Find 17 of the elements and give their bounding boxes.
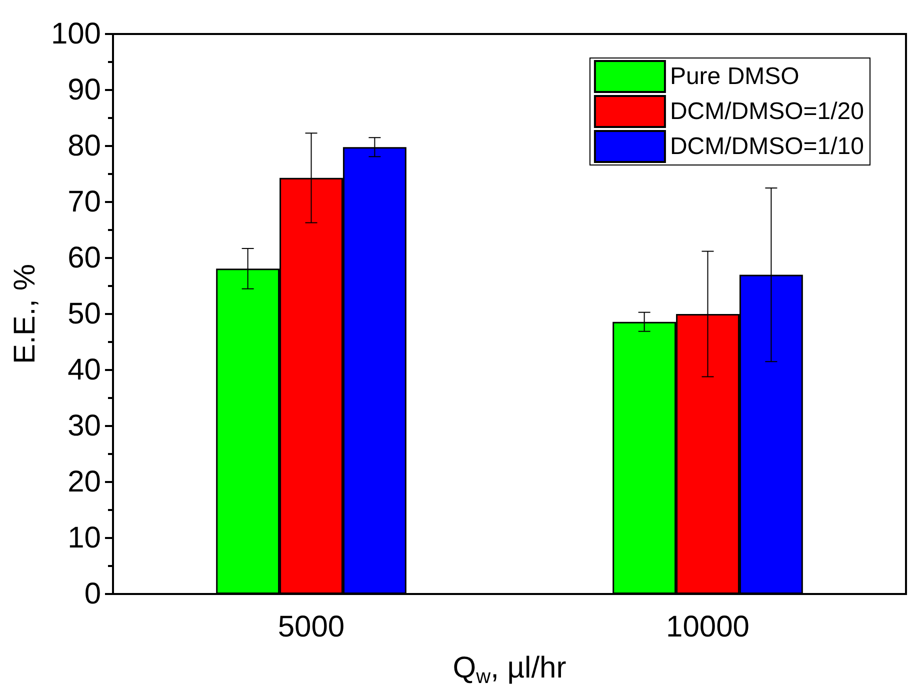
y-tick-label: 50 xyxy=(68,298,101,330)
y-tick-label: 40 xyxy=(68,354,101,386)
y-tick-label: 70 xyxy=(68,186,101,218)
y-tick-label: 20 xyxy=(68,466,101,498)
legend-label: DCM/DMSO=1/20 xyxy=(670,98,864,125)
y-tick-label: 80 xyxy=(68,130,101,162)
y-tick-label: 30 xyxy=(68,410,101,442)
legend-label: Pure DMSO xyxy=(670,63,800,90)
y-tick-label: 10 xyxy=(68,522,101,554)
y-axis-title: E.E., % xyxy=(8,264,42,364)
y-tick-label: 60 xyxy=(68,242,101,274)
legend-label: DCM/DMSO=1/10 xyxy=(670,133,864,160)
y-tick-label: 90 xyxy=(68,74,101,106)
x-tick-label: 5000 xyxy=(278,610,345,644)
x-tick-label: 10000 xyxy=(666,610,750,644)
y-tick-label: 0 xyxy=(84,578,101,610)
y-tick-label: 100 xyxy=(50,18,101,50)
